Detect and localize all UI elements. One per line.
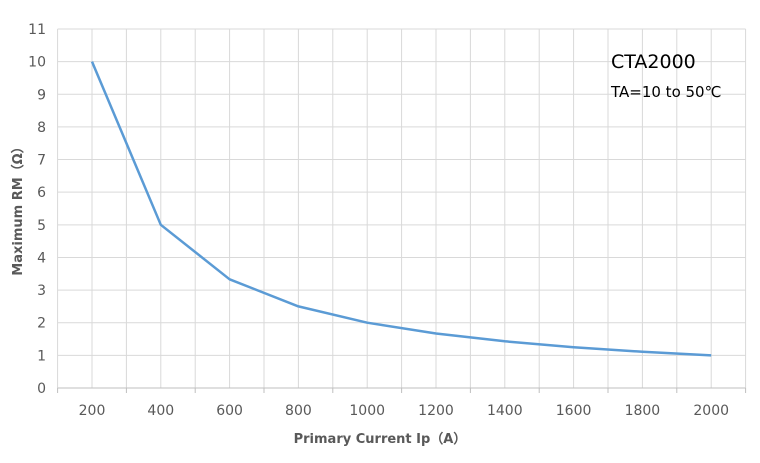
y-tick-label: 9 [37, 87, 46, 103]
x-tick-label: 200 [79, 403, 106, 419]
y-tick-label: 6 [37, 185, 46, 201]
x-tick-label: 1000 [349, 403, 385, 419]
x-tick-label: 400 [147, 403, 174, 419]
y-axis-ticks: 0 1 2 3 4 5 6 7 8 9 10 11 [28, 22, 46, 397]
x-tick-label: 1800 [625, 403, 661, 419]
y-tick-label: 3 [37, 283, 46, 299]
series-layer [90, 61, 712, 357]
y-axis-label: Maximum RM（Ω） [10, 140, 26, 275]
y-tick-label: 10 [28, 55, 46, 71]
x-tick-label: 1400 [487, 403, 523, 419]
y-tick-label: 1 [37, 348, 46, 364]
annotation-temperature: TA=10 to 50℃ [610, 83, 721, 101]
y-tick-label: 2 [37, 316, 46, 332]
y-tick-label: 11 [28, 22, 46, 38]
y-tick-label: 5 [37, 218, 46, 234]
x-tick-label: 2000 [693, 403, 729, 419]
x-axis-ticks: 200 400 600 800 1000 1200 1400 1600 1800 2000 [79, 403, 729, 419]
y-tick-label: 4 [37, 250, 46, 266]
x-axis-label: Primary Current Ip（A） [294, 431, 467, 447]
annotation-model: CTA2000 [611, 51, 696, 73]
grid [57, 28, 747, 393]
y-tick-label: 8 [37, 120, 46, 136]
y-tick-label: 0 [37, 381, 46, 397]
x-tick-label: 1600 [556, 403, 592, 419]
x-tick-label: 800 [285, 403, 312, 419]
x-tick-label: 1200 [418, 403, 454, 419]
x-tick-label: 600 [216, 403, 243, 419]
series-line-cta2000 [90, 61, 712, 357]
y-tick-label: 7 [37, 153, 46, 169]
